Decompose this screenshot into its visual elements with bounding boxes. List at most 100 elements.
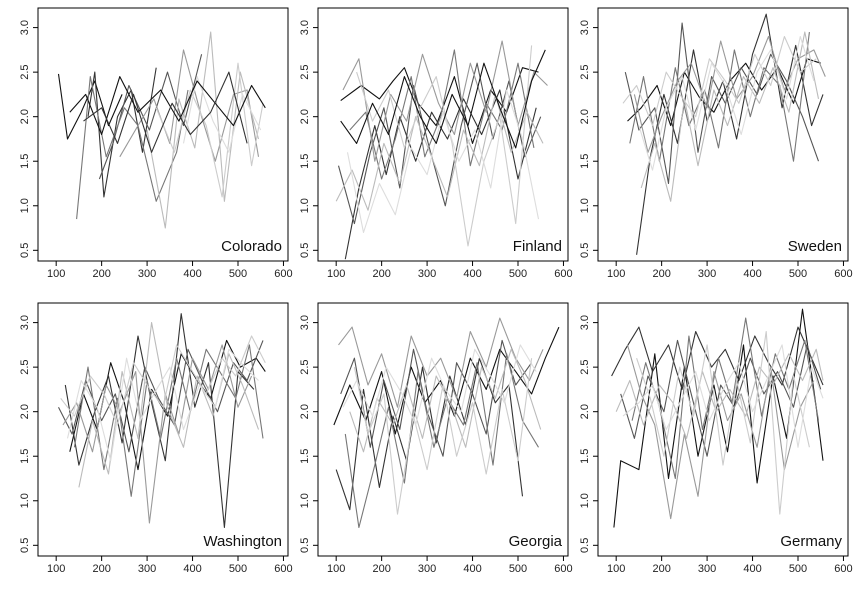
series-line-2 bbox=[64, 313, 255, 529]
panel-title: Washington bbox=[203, 533, 282, 550]
y-tick-label: 1.0 bbox=[19, 493, 31, 508]
series-line-3 bbox=[58, 340, 264, 453]
y-tick-label: 2.0 bbox=[579, 404, 591, 419]
y-tick-label: 1.5 bbox=[299, 154, 311, 169]
y-tick-label: 2.0 bbox=[299, 109, 311, 124]
y-tick-label: 0.5 bbox=[579, 243, 591, 258]
x-tick-label: 100 bbox=[327, 563, 345, 575]
y-tick-label: 2.5 bbox=[579, 64, 591, 79]
x-tick-label: 100 bbox=[607, 563, 625, 575]
x-tick-label: 300 bbox=[418, 268, 436, 280]
x-tick-label: 200 bbox=[652, 268, 670, 280]
plot-frame bbox=[317, 7, 569, 262]
y-tick-label: 2.5 bbox=[579, 359, 591, 374]
plot-frame bbox=[37, 7, 289, 262]
panel-washington: 100 200 300 400 500 600 0.5 1.0 1.5 2.0 2.5 3.0 Wash… bbox=[19, 302, 293, 575]
series-line-8 bbox=[622, 344, 824, 448]
panel-germany: 100 200 300 400 500 600 0.5 1.0 1.5 2.0 2.5 3.0 Germ… bbox=[579, 302, 853, 575]
series-line-8 bbox=[342, 344, 537, 426]
x-tick-label: 500 bbox=[509, 563, 527, 575]
series-line-7 bbox=[356, 45, 533, 247]
plot-frame bbox=[37, 302, 289, 557]
x-tick-label: 500 bbox=[229, 563, 247, 575]
y-tick-label: 2.0 bbox=[299, 404, 311, 419]
panel-title: Colorado bbox=[221, 238, 282, 255]
x-tick-label: 400 bbox=[183, 563, 201, 575]
x-tick-label: 600 bbox=[554, 563, 572, 575]
y-tick-label: 3.0 bbox=[579, 315, 591, 330]
y-tick-label: 2.0 bbox=[19, 109, 31, 124]
x-tick-label: 600 bbox=[554, 268, 572, 280]
x-tick-label: 500 bbox=[789, 563, 807, 575]
y-tick-label: 3.0 bbox=[579, 20, 591, 35]
series-line-7 bbox=[622, 35, 817, 127]
series-line-6 bbox=[146, 31, 260, 229]
x-tick-label: 300 bbox=[138, 563, 156, 575]
x-tick-label: 100 bbox=[607, 268, 625, 280]
panel-colorado: 100 200 300 400 500 600 0.5 1.0 1.5 2.0 2.5 3.0 Colo… bbox=[19, 7, 293, 280]
series-line-7 bbox=[155, 62, 264, 198]
panel-title: Finland bbox=[513, 238, 562, 255]
x-tick-label: 400 bbox=[463, 563, 481, 575]
series-line-4 bbox=[629, 32, 810, 162]
plot-frame bbox=[317, 302, 569, 557]
y-tick-label: 1.5 bbox=[579, 154, 591, 169]
series-line-5 bbox=[338, 317, 544, 408]
x-tick-label: 500 bbox=[509, 268, 527, 280]
x-tick-label: 400 bbox=[743, 563, 761, 575]
y-tick-label: 1.5 bbox=[579, 449, 591, 464]
x-tick-label: 200 bbox=[652, 563, 670, 575]
y-tick-label: 3.0 bbox=[19, 315, 31, 330]
y-tick-label: 2.0 bbox=[19, 404, 31, 419]
series-line-6 bbox=[78, 322, 260, 488]
y-tick-label: 0.5 bbox=[579, 538, 591, 553]
x-tick-label: 600 bbox=[834, 563, 852, 575]
y-tick-label: 0.5 bbox=[299, 243, 311, 258]
plot-frame bbox=[597, 7, 849, 262]
y-tick-label: 2.0 bbox=[579, 109, 591, 124]
y-tick-label: 0.5 bbox=[19, 538, 31, 553]
y-tick-label: 1.0 bbox=[19, 198, 31, 213]
x-tick-label: 300 bbox=[418, 563, 436, 575]
y-tick-label: 2.5 bbox=[299, 64, 311, 79]
x-tick-label: 200 bbox=[92, 268, 110, 280]
y-tick-label: 1.0 bbox=[579, 493, 591, 508]
x-tick-label: 300 bbox=[698, 563, 716, 575]
y-tick-label: 3.0 bbox=[299, 20, 311, 35]
series-line-2 bbox=[344, 89, 537, 260]
panel-title: Sweden bbox=[788, 238, 842, 255]
series-line-5 bbox=[633, 35, 826, 153]
series-line-8 bbox=[182, 76, 262, 153]
panel-sweden: 100 200 300 400 500 600 0.5 1.0 1.5 2.0 2.5 3.0 Swed… bbox=[579, 7, 853, 280]
series-line-3 bbox=[98, 54, 203, 180]
y-tick-label: 1.5 bbox=[19, 154, 31, 169]
x-tick-label: 600 bbox=[274, 563, 292, 575]
series-line-6 bbox=[640, 31, 820, 202]
series-line-2 bbox=[636, 13, 824, 255]
y-tick-label: 2.5 bbox=[19, 359, 31, 374]
series-line-5 bbox=[62, 344, 253, 524]
x-tick-label: 300 bbox=[698, 268, 716, 280]
y-tick-label: 0.5 bbox=[299, 538, 311, 553]
x-tick-label: 400 bbox=[743, 268, 761, 280]
series-line-8 bbox=[346, 89, 540, 234]
y-tick-label: 3.0 bbox=[19, 20, 31, 35]
y-tick-label: 2.5 bbox=[19, 64, 31, 79]
series-line-4 bbox=[76, 76, 189, 220]
series-line-3 bbox=[624, 22, 820, 185]
series-line-4 bbox=[631, 317, 820, 480]
series-line-8 bbox=[66, 348, 259, 462]
series-line-1 bbox=[613, 308, 824, 528]
panel-georgia: 100 200 300 400 500 600 0.5 1.0 1.5 2.0 2.5 3.0 Geor… bbox=[299, 302, 573, 575]
x-tick-label: 200 bbox=[372, 268, 390, 280]
x-tick-label: 100 bbox=[327, 268, 345, 280]
plot-frame bbox=[597, 302, 849, 557]
series-line-7 bbox=[60, 335, 266, 426]
series-line-7 bbox=[353, 358, 533, 515]
y-tick-label: 1.5 bbox=[19, 449, 31, 464]
panel-title: Germany bbox=[780, 533, 842, 550]
y-tick-label: 3.0 bbox=[299, 315, 311, 330]
x-tick-label: 100 bbox=[47, 268, 65, 280]
x-tick-label: 100 bbox=[47, 563, 65, 575]
